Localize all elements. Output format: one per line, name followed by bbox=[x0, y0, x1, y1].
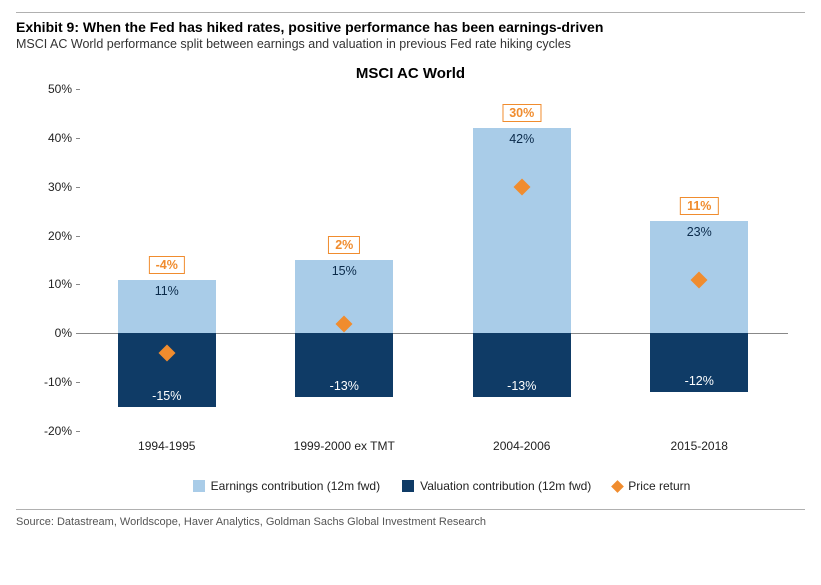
bar-label-valuation: -15% bbox=[152, 389, 181, 403]
y-tick-label: 10% bbox=[16, 277, 72, 291]
callout-price-return: 30% bbox=[502, 104, 541, 122]
bar-earnings bbox=[473, 128, 571, 333]
bar-label-earnings: 42% bbox=[509, 132, 534, 146]
y-tick-label: 50% bbox=[16, 82, 72, 96]
top-rule bbox=[16, 12, 805, 13]
callout-price-return: -4% bbox=[149, 256, 185, 274]
y-tick-label: 30% bbox=[16, 180, 72, 194]
legend-item-price-return: Price return bbox=[613, 479, 690, 493]
y-tick-mark bbox=[76, 138, 80, 139]
x-category-label: 2015-2018 bbox=[671, 439, 728, 453]
bar-label-valuation: -13% bbox=[507, 379, 536, 393]
chart-area: MSCI AC World Earnings contribution (12m… bbox=[16, 59, 805, 499]
legend-label-price-return: Price return bbox=[628, 479, 690, 493]
y-tick-label: -20% bbox=[16, 424, 72, 438]
legend-swatch-earnings bbox=[193, 480, 205, 492]
source-text: Source: Datastream, Worldscope, Haver An… bbox=[16, 516, 805, 528]
y-tick-mark bbox=[76, 333, 80, 334]
y-tick-label: -10% bbox=[16, 375, 72, 389]
y-tick-mark bbox=[76, 236, 80, 237]
exhibit-title: Exhibit 9: When the Fed has hiked rates,… bbox=[16, 19, 805, 35]
bar-label-earnings: 11% bbox=[155, 284, 179, 298]
legend-swatch-valuation bbox=[402, 480, 414, 492]
legend-label-earnings: Earnings contribution (12m fwd) bbox=[211, 479, 380, 493]
y-tick-label: 40% bbox=[16, 131, 72, 145]
legend-swatch-price-return bbox=[611, 480, 624, 493]
y-tick-label: 20% bbox=[16, 229, 72, 243]
x-category-label: 1994-1995 bbox=[138, 439, 195, 453]
callout-price-return: 11% bbox=[680, 197, 718, 215]
bar-label-valuation: -12% bbox=[685, 374, 714, 388]
chart-title: MSCI AC World bbox=[16, 65, 805, 82]
chart-legend: Earnings contribution (12m fwd) Valuatio… bbox=[78, 479, 805, 493]
source-rule bbox=[16, 509, 805, 510]
y-tick-mark bbox=[76, 187, 80, 188]
bar-label-earnings: 23% bbox=[687, 225, 712, 239]
callout-price-return: 2% bbox=[328, 236, 360, 254]
bar-label-earnings: 15% bbox=[332, 264, 357, 278]
y-tick-label: 0% bbox=[16, 326, 72, 340]
exhibit-subtitle: MSCI AC World performance split between … bbox=[16, 37, 805, 51]
y-tick-mark bbox=[76, 89, 80, 90]
y-tick-mark bbox=[76, 431, 80, 432]
legend-item-earnings: Earnings contribution (12m fwd) bbox=[193, 479, 380, 493]
y-tick-mark bbox=[76, 382, 80, 383]
y-tick-mark bbox=[76, 284, 80, 285]
bar-label-valuation: -13% bbox=[330, 379, 359, 393]
x-category-label: 1999-2000 ex TMT bbox=[294, 439, 395, 453]
legend-label-valuation: Valuation contribution (12m fwd) bbox=[420, 479, 591, 493]
legend-item-valuation: Valuation contribution (12m fwd) bbox=[402, 479, 591, 493]
x-category-label: 2004-2006 bbox=[493, 439, 550, 453]
